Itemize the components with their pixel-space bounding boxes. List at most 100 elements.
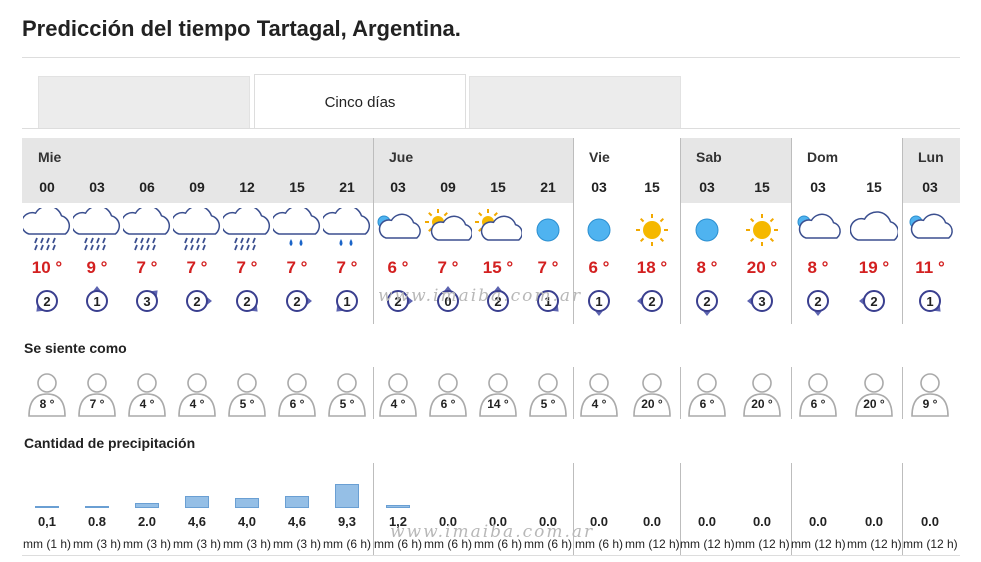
day-separator — [680, 138, 681, 324]
precipitation-value: 0.0 — [808, 514, 828, 529]
moon-cloud-icon — [906, 208, 954, 254]
feels-like-value: 5 ° — [339, 397, 355, 411]
tab-cinco-dias[interactable]: Cinco días — [254, 74, 466, 129]
precipitation-value: 0.0 — [438, 514, 458, 529]
precipitation-value: 0.8 — [87, 514, 107, 529]
precipitation-bar — [386, 505, 410, 508]
temperature: 18 ° — [636, 258, 668, 277]
hour-label: 00 — [39, 179, 55, 195]
wind-speed: 2 — [814, 294, 821, 309]
wind-indicator: 2 — [182, 286, 212, 316]
temperature: 19 ° — [858, 258, 890, 277]
hour-label: 03 — [810, 179, 826, 195]
precipitation-value: 0.0 — [642, 514, 662, 529]
hour-label: 03 — [922, 179, 938, 195]
temperature: 7 ° — [136, 258, 158, 277]
day-header-0 — [22, 138, 373, 203]
watermark: www.imaiba.com.ar — [378, 286, 583, 306]
wind-speed: 3 — [143, 294, 150, 309]
wind-speed: 1 — [926, 294, 933, 309]
wind-speed: 2 — [394, 294, 401, 309]
feels-like-value: 4 ° — [189, 397, 205, 411]
wind-speed: 2 — [870, 294, 877, 309]
cloud-rain-icon — [220, 205, 271, 254]
temperature: 8 ° — [696, 258, 718, 277]
hour-label: 15 — [644, 179, 660, 195]
precipitation-heading: Cantidad de precipitación — [24, 435, 196, 451]
day-separator — [902, 463, 903, 555]
temperature: 7 ° — [437, 258, 459, 277]
feels-like-heading: Se siente como — [24, 340, 127, 356]
tabs-divider — [22, 128, 960, 129]
temperature: 11 ° — [915, 258, 945, 277]
cloud-rain-icon — [70, 205, 121, 254]
wind-indicator: 1 — [584, 286, 614, 316]
temperature: 10 ° — [31, 258, 63, 277]
precipitation-bar — [135, 503, 159, 508]
hour-label: 15 — [866, 179, 882, 195]
precipitation-unit: mm (12 h) — [680, 537, 735, 551]
day-separator — [902, 367, 903, 419]
person-icon — [476, 371, 520, 417]
temperature: 7 ° — [236, 258, 258, 277]
wind-speed: 1 — [595, 294, 602, 309]
day-separator — [373, 463, 374, 555]
feels-like-value: 4 ° — [390, 397, 406, 411]
feels-like-value: 5 ° — [239, 397, 255, 411]
precipitation-unit: mm (6 h) — [524, 537, 572, 551]
feels-like-value: 6 ° — [810, 397, 826, 411]
tab-1[interactable] — [38, 76, 250, 128]
precipitation-value: 0.0 — [589, 514, 609, 529]
precipitation-value: 4,6 — [187, 514, 207, 529]
person-icon — [376, 371, 420, 417]
wind-speed: 2 — [293, 294, 300, 309]
wind-speed: 2 — [648, 294, 655, 309]
feels-like-value: 6 ° — [289, 397, 305, 411]
day-separator — [680, 463, 681, 555]
temperature: 15 ° — [482, 258, 514, 277]
cloud-rain-icon — [120, 205, 171, 254]
feels-like-value: 20 ° — [641, 397, 663, 411]
precipitation-unit: mm (12 h) — [625, 537, 680, 551]
day-label: Dom — [807, 149, 839, 165]
moon-cloud-icon — [794, 208, 842, 254]
feels-like-value: 20 ° — [863, 397, 885, 411]
hour-label: 15 — [490, 179, 506, 195]
temperature: 6 ° — [387, 258, 409, 277]
precipitation-value: 4,0 — [237, 514, 257, 529]
feels-like-value: 4 ° — [139, 397, 155, 411]
precipitation-value: 0,1 — [37, 514, 57, 529]
temperature: 8 ° — [807, 258, 829, 277]
cloud-rain-icon — [170, 205, 221, 254]
wind-indicator: 1 — [332, 286, 362, 316]
precipitation-unit: mm (3 h) — [223, 537, 271, 551]
person-icon — [275, 371, 319, 417]
wind-indicator: 2 — [32, 286, 62, 316]
precipitation-bar — [35, 506, 59, 508]
precipitation-unit: mm (6 h) — [474, 537, 522, 551]
precipitation-unit: mm (6 h) — [374, 537, 422, 551]
feels-like-value: 20 ° — [751, 397, 773, 411]
precipitation-unit: mm (3 h) — [73, 537, 121, 551]
wind-speed: 0 — [444, 294, 451, 309]
tab-3[interactable] — [469, 76, 681, 128]
feels-like-value: 5 ° — [540, 397, 556, 411]
day-label: Mie — [38, 149, 62, 165]
person-icon — [526, 371, 570, 417]
moon-cloud-icon — [374, 208, 422, 254]
feels-like-value: 14 ° — [487, 397, 509, 411]
day-header-3 — [680, 138, 791, 203]
wind-speed: 1 — [343, 294, 350, 309]
day-separator — [791, 138, 792, 324]
wind-indicator: 3 — [747, 286, 777, 316]
person-icon — [852, 371, 896, 417]
feels-like-value: 8 ° — [39, 397, 55, 411]
precipitation-value: 4,6 — [287, 514, 307, 529]
wind-indicator: 0 — [433, 286, 463, 316]
wind-indicator: 1 — [533, 286, 563, 316]
day-separator — [791, 367, 792, 419]
temperature: 6 ° — [588, 258, 610, 277]
wind-indicator: 1 — [915, 286, 945, 316]
person-icon — [175, 371, 219, 417]
moon-icon — [524, 208, 572, 254]
